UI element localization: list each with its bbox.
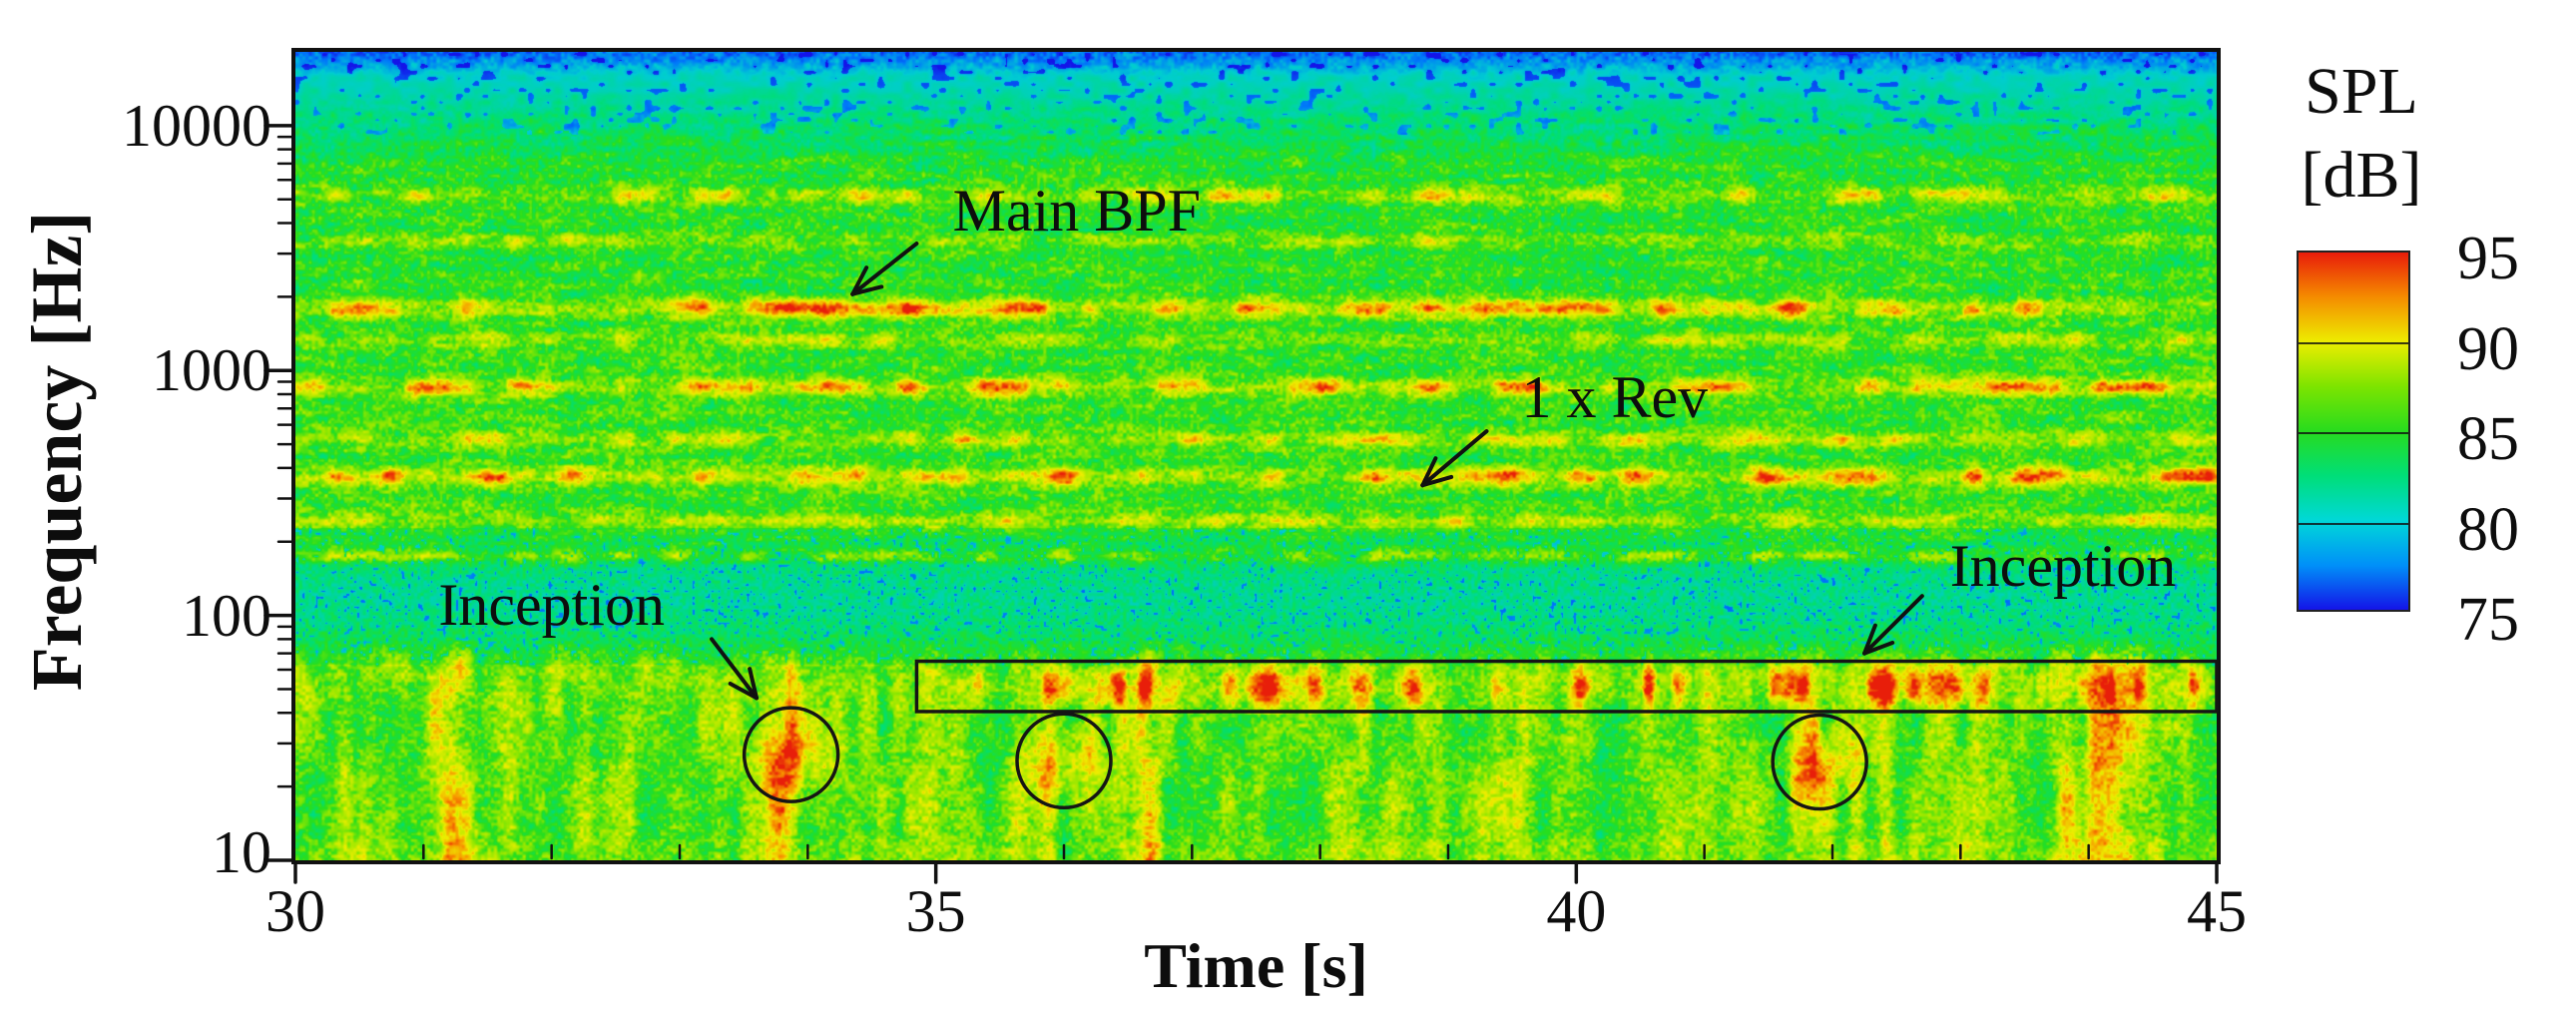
x-tick-label: 40 — [1546, 878, 1607, 944]
annotation-arrowhead-inception-left — [728, 681, 759, 701]
highlight-circle — [1771, 713, 1868, 811]
plot-border — [291, 48, 2221, 864]
y-axis-title: Frequency [Hz] — [17, 211, 97, 692]
colorbar-tick-label: 85 — [2457, 405, 2519, 473]
y-tick-label: 1000 — [152, 337, 271, 404]
colorbar-divider — [2299, 432, 2408, 434]
highlight-circle — [1015, 712, 1113, 809]
annotation-inception-left: Inception — [438, 572, 665, 639]
x-tick-label: 30 — [265, 878, 325, 944]
annotation-arrowhead-inception-right — [1862, 623, 1877, 656]
annotation-inception-right: Inception — [1949, 532, 2177, 599]
annotation-arrow-inception-right — [1862, 594, 1924, 656]
colorbar-tick-label: 80 — [2457, 495, 2519, 564]
colorbar-gradient — [2297, 251, 2410, 612]
x-tick-label: 35 — [905, 878, 966, 944]
highlight-rect — [914, 659, 2219, 714]
colorbar-title-units: [dB] — [2301, 139, 2422, 212]
annotation-arrowhead-inception-right — [1862, 640, 1895, 656]
annotation-arrow-one-x-rev — [1420, 429, 1489, 488]
annotation-main-bpf: Main BPF — [952, 177, 1202, 244]
highlight-circle — [742, 706, 840, 803]
y-tick-label: 100 — [182, 582, 271, 649]
annotation-arrowhead-main-bpf — [850, 284, 884, 296]
annotation-arrowhead-inception-left — [748, 667, 759, 701]
annotation-arrow-main-bpf — [850, 242, 919, 296]
annotation-arrowhead-main-bpf — [850, 265, 869, 296]
colorbar-divider — [2299, 522, 2408, 525]
annotation-arrowhead-one-x-rev — [1420, 456, 1438, 488]
y-tick-label: 10000 — [122, 92, 271, 159]
x-tick-label: 45 — [2187, 878, 2247, 944]
annotation-arrow-inception-left — [710, 637, 759, 701]
x-axis-title: Time [s] — [1144, 930, 1368, 1001]
spectrogram-canvas — [295, 52, 2217, 860]
colorbar-tick-label: 95 — [2457, 225, 2519, 292]
colorbar-tick-label: 75 — [2457, 586, 2519, 654]
colorbar-divider — [2299, 341, 2408, 344]
annotation-one-x-rev: 1 x Rev — [1521, 363, 1709, 430]
colorbar-title: SPL — [2305, 55, 2418, 128]
colorbar-tick-label: 90 — [2457, 314, 2519, 383]
annotation-arrowhead-one-x-rev — [1420, 474, 1454, 488]
y-tick-label: 10 — [212, 819, 271, 885]
